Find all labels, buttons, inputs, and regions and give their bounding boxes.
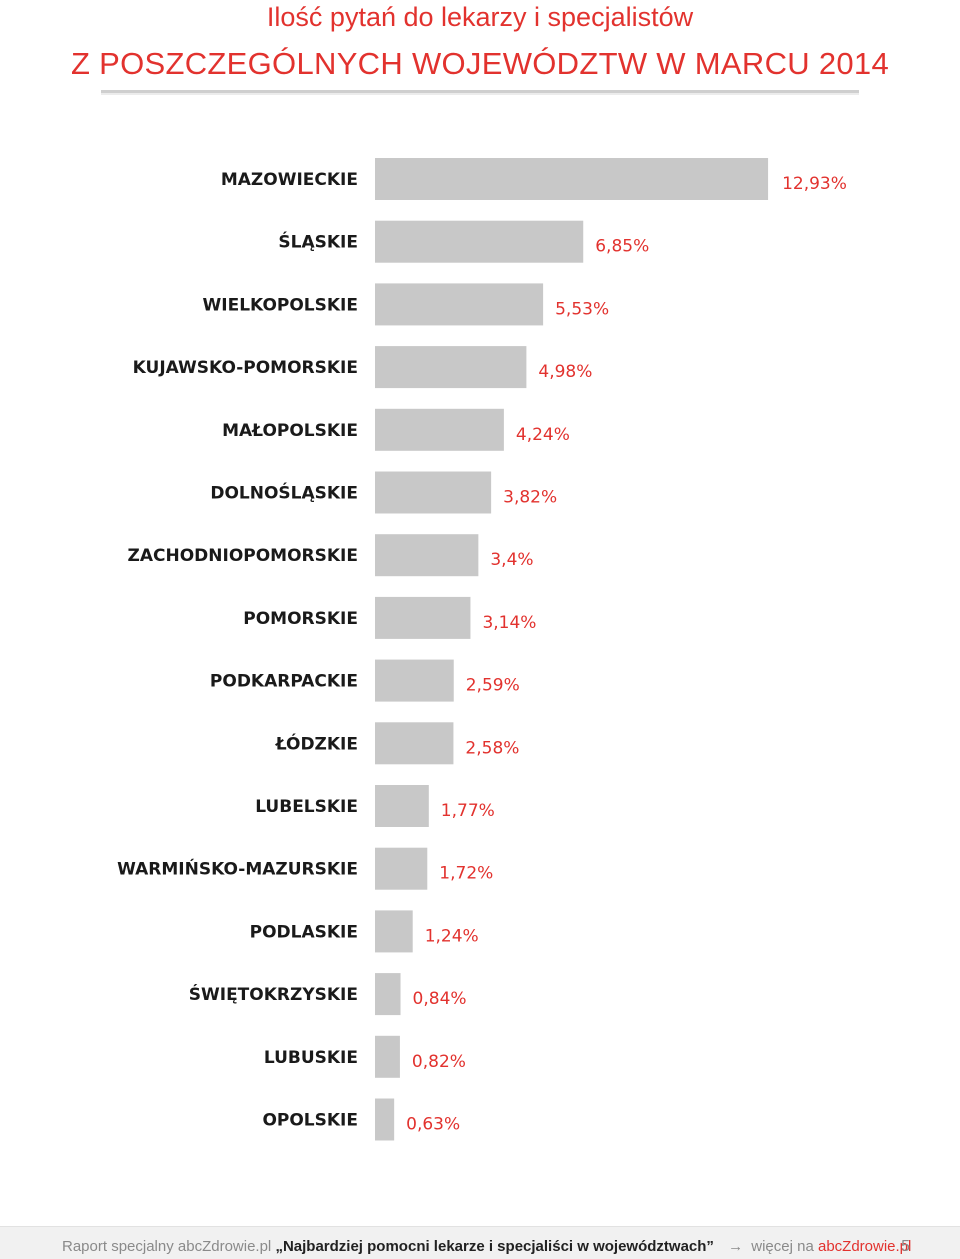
category-label: MAŁOPOLSKIE [222, 421, 358, 441]
bar [375, 471, 492, 514]
value-label: 5,53% [555, 299, 609, 319]
bar [375, 346, 527, 389]
category-label: DOLNOŚLĄSKIE [210, 482, 358, 504]
category-label: ŁÓDZKIE [275, 732, 358, 754]
bar [375, 1098, 395, 1141]
category-label: MAZOWIECKIE [221, 170, 358, 190]
page-footer: Raport specjalny abcZdrowie.pl „Najbardz… [0, 1226, 960, 1259]
value-label: 2,58% [465, 738, 519, 758]
category-label: PODKARPACKIE [210, 672, 358, 692]
category-label: ŚWIĘTOKRZYSKIE [189, 983, 358, 1005]
value-label: 6,85% [595, 237, 649, 257]
category-label: OPOLSKIE [262, 1111, 358, 1131]
value-label: 0,63% [406, 1115, 460, 1135]
chart-subtitle: Z POSZCZEGÓLNYCH WOJEWÓDZTW W MARCU 2014 [70, 46, 890, 81]
footer-site-link[interactable]: abcZdrowie.pl [817, 1238, 912, 1255]
bar-chart: MAZOWIECKIE 12,93% ŚLĄSKIE 6,85% WIELKOPOLSK… [117, 158, 847, 1141]
bar [375, 910, 413, 953]
value-label: 0,82% [412, 1052, 466, 1072]
arrow-right-icon: → [728, 1238, 744, 1255]
category-label: POMORSKIE [243, 609, 358, 629]
bar [375, 408, 504, 451]
value-label: 0,84% [413, 989, 467, 1009]
bar [375, 785, 429, 827]
bar [375, 158, 769, 200]
value-label: 12,93% [782, 174, 847, 194]
bar [375, 1035, 400, 1078]
value-label: 4,24% [516, 425, 570, 445]
category-label: WARMIŃSKO-MAZURSKIE [117, 858, 358, 880]
value-label: 3,82% [503, 488, 557, 508]
value-label: 1,24% [425, 926, 479, 946]
bar [375, 596, 471, 639]
page-number: 5 [901, 1238, 910, 1255]
value-label: 2,59% [466, 676, 520, 696]
bar [375, 220, 584, 263]
category-label: ZACHODNIOPOMORSKIE [128, 546, 358, 566]
bar [375, 973, 401, 1016]
category-label: LUBUSKIE [264, 1048, 358, 1068]
bar [375, 722, 454, 765]
value-label: 1,72% [439, 864, 493, 884]
bar [375, 847, 428, 890]
value-label: 3,4% [490, 550, 533, 570]
footer-report-title: „Najbardziej pomocni lekarze i specjaliś… [275, 1238, 714, 1255]
footer-more-text: więcej na [751, 1238, 814, 1255]
bar [375, 534, 479, 577]
value-label: 1,77% [441, 801, 495, 821]
chart-title: Ilość pytań do lekarzy i specjalistów [266, 2, 694, 32]
category-label: LUBELSKIE [255, 797, 358, 817]
bar [375, 659, 454, 702]
footer-prefix: Raport specjalny abcZdrowie.pl [62, 1238, 272, 1255]
value-label: 3,14% [482, 613, 536, 633]
category-label: PODLASKIE [250, 922, 358, 942]
title-divider [101, 90, 859, 95]
value-label: 4,98% [538, 362, 592, 382]
bar [375, 283, 544, 326]
category-label: ŚLĄSKIE [278, 231, 358, 253]
category-label: KUJAWSKO-POMORSKIE [133, 358, 358, 378]
category-label: WIELKOPOLSKIE [203, 295, 358, 315]
